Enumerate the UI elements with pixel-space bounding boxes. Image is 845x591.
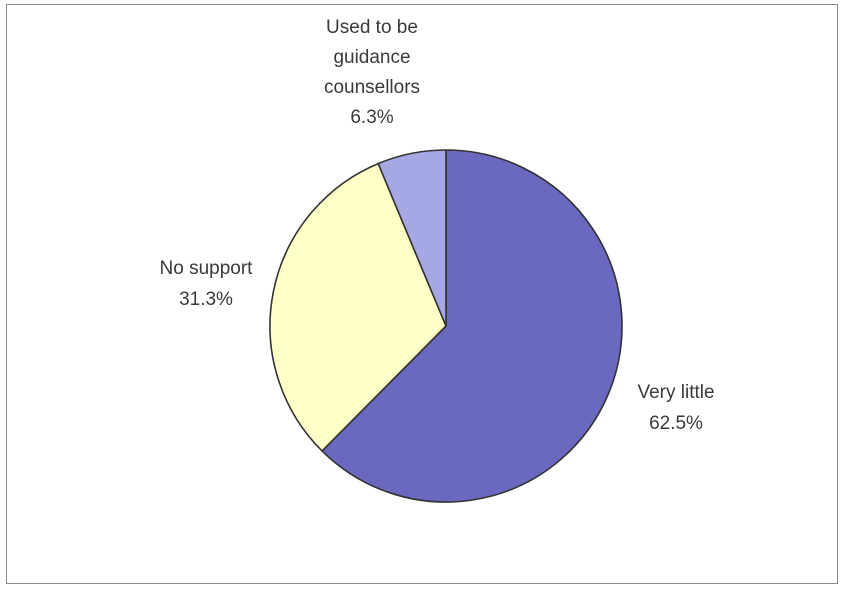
slice-label-very-little: Very little 62.5% — [637, 382, 714, 434]
slice-label-no-support: No support 31.3% — [160, 258, 254, 310]
slice-label-used-to-be-guidance-counsellors: Used to be guidance counsellors 6.3% — [324, 17, 420, 128]
pie-slice-very-little — [321, 149, 623, 503]
slice-label-line: No support — [160, 258, 254, 279]
slice-percent: 62.5% — [649, 413, 703, 434]
pie-slice-no-support — [269, 162, 447, 452]
slice-label-line: Used to be — [326, 17, 418, 38]
slice-label-line: Very little — [637, 382, 714, 403]
pie-slices — [269, 149, 623, 503]
slice-label-line: guidance — [333, 47, 410, 68]
slice-percent: 31.3% — [179, 289, 233, 310]
slice-percent: 6.3% — [350, 107, 393, 128]
slice-labels: Very little 62.5% No support 31.3% Used to b… — [160, 17, 715, 434]
pie-slice-used-to-be-guidance-counsellors — [377, 149, 447, 327]
slice-label-line: counsellors — [324, 77, 420, 98]
